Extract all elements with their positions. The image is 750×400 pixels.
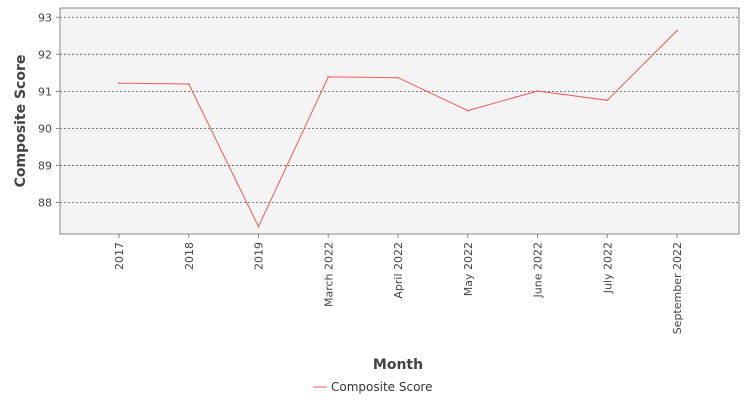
x-tick-label: April 2022 xyxy=(392,242,405,299)
y-axis-title: Composite Score xyxy=(13,55,29,188)
x-tick-label: July 2022 xyxy=(601,242,614,294)
x-tick-label: May 2022 xyxy=(462,242,475,296)
data-point xyxy=(676,29,678,32)
data-point xyxy=(327,76,330,78)
plot-background xyxy=(60,8,739,234)
y-tick-label: 89 xyxy=(38,159,52,172)
x-tick-label: 2018 xyxy=(183,242,196,270)
data-point xyxy=(606,99,609,102)
x-tick-label: 2019 xyxy=(253,242,266,270)
y-tick-label: 92 xyxy=(38,48,52,61)
x-tick-label: June 2022 xyxy=(532,242,545,298)
data-point xyxy=(118,82,120,85)
data-point xyxy=(187,83,190,85)
y-tick-label: 93 xyxy=(38,11,52,24)
y-axis-ticks: 88 89 90 91 92 93 xyxy=(38,11,60,210)
plot-border xyxy=(59,7,740,235)
x-axis-title: Month xyxy=(373,357,423,373)
x-tick-label: March 2022 xyxy=(322,242,335,307)
data-point xyxy=(397,76,399,79)
legend-label: Composite Score xyxy=(331,380,432,394)
x-tick-label: September 2022 xyxy=(671,242,684,334)
y-tick-label: 88 xyxy=(38,197,52,210)
legend: Composite Score xyxy=(313,380,432,394)
y-tick-label: 90 xyxy=(38,122,52,135)
gridlines xyxy=(60,16,739,203)
data-point xyxy=(466,109,469,112)
x-axis-ticks: 2017 2018 2019 March 2022 April 2022 May 2022… xyxy=(113,234,684,334)
data-point xyxy=(257,225,260,228)
y-tick-label: 91 xyxy=(38,85,52,98)
series-layer xyxy=(118,29,678,228)
x-tick-label: 2017 xyxy=(113,242,126,270)
data-point xyxy=(536,90,539,92)
